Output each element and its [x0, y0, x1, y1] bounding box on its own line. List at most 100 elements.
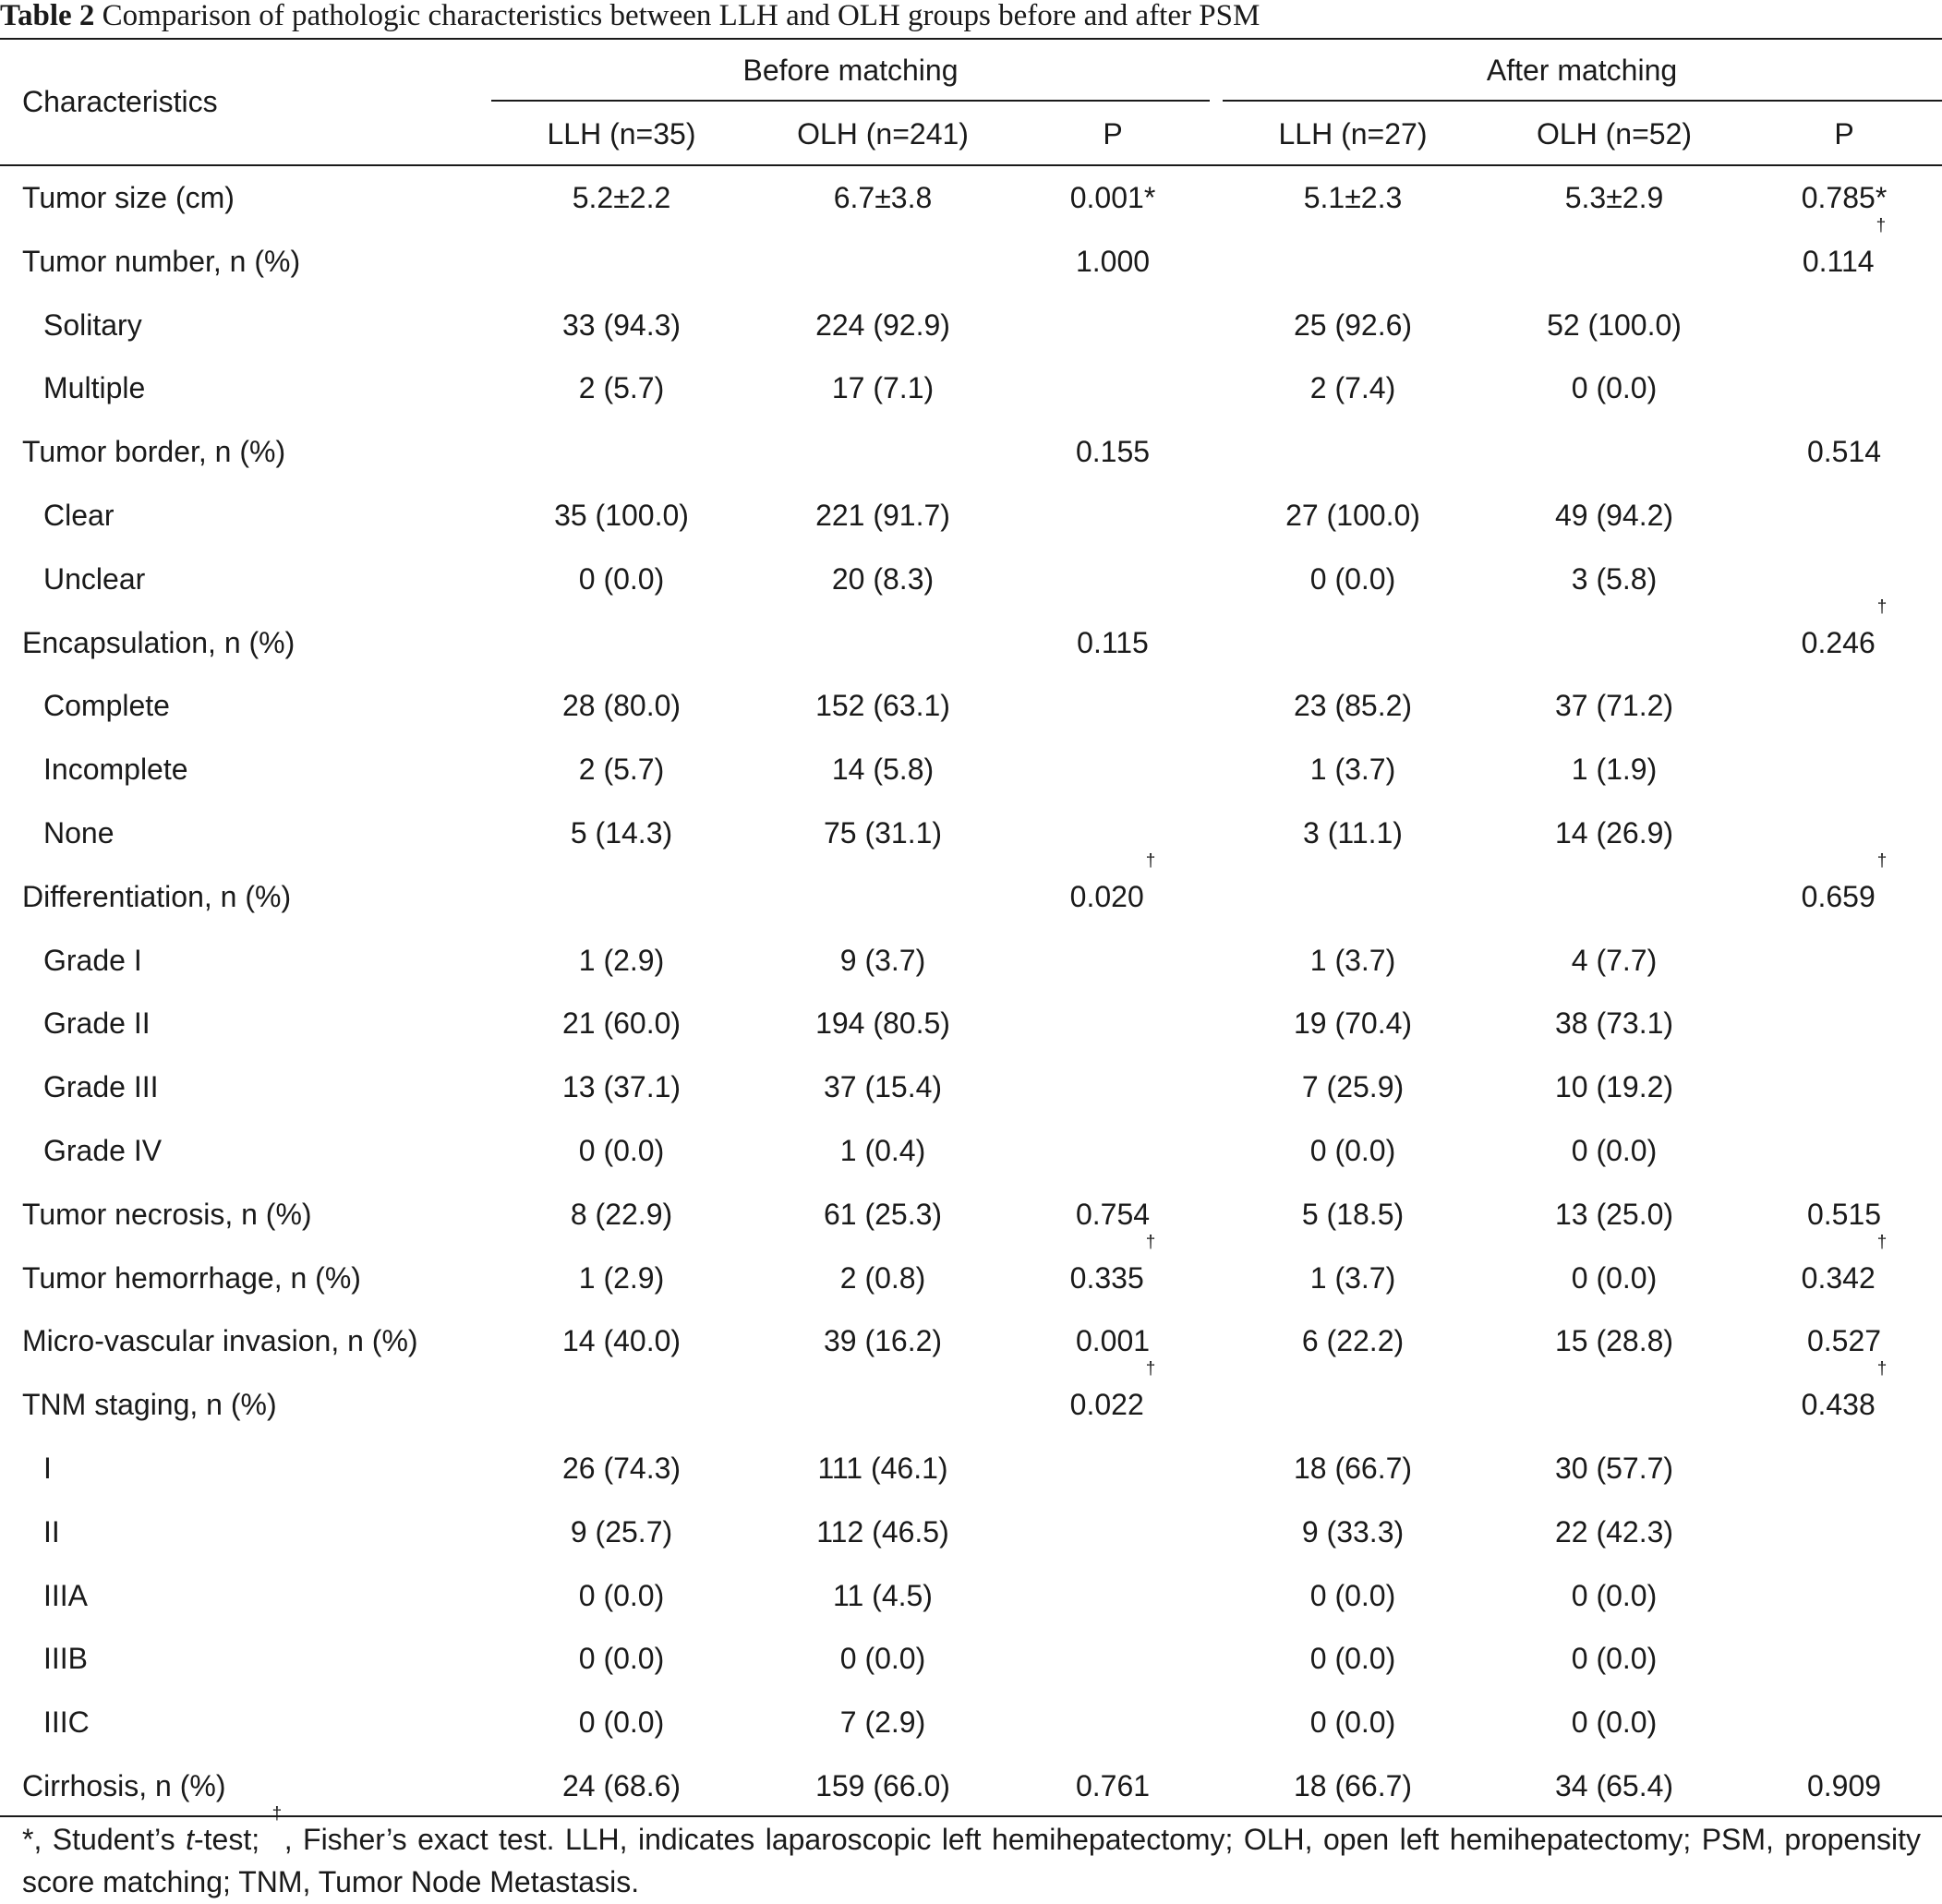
dagger-mark: †: [1876, 1359, 1888, 1380]
cell-before-olh-value: 224 (92.9): [815, 307, 950, 342]
cell-before-olh-value: 112 (46.5): [816, 1514, 949, 1549]
cell-before-llh-value: 26 (74.3): [561, 1452, 682, 1485]
cell-after-olh-value: 13 (25.0): [1554, 1197, 1674, 1231]
row-label: Tumor size (cm): [22, 181, 235, 214]
row-label: Clear: [43, 499, 115, 532]
cell-after-llh-value: 5 (18.5): [1301, 1197, 1405, 1231]
row-label: II: [43, 1514, 60, 1549]
header-col-after-llh: LLH (n=27): [1278, 117, 1428, 151]
cell-after-llh: 19 (70.4): [1294, 992, 1412, 1055]
dagger-mark: †: [1145, 1232, 1156, 1252]
row-label: Incomplete: [43, 753, 188, 787]
footnote-italic: t: [186, 1823, 194, 1856]
cell-before-llh-value: 5.2±2.2: [572, 181, 671, 214]
cell-before-p: 0.020†: [1070, 852, 1156, 929]
cell-after-p-value: 0.438: [1801, 1388, 1876, 1422]
row-label: Cirrhosis, n (%): [22, 1769, 226, 1802]
cell-after-olh: 1 (1.9): [1572, 738, 1657, 801]
header-col-before-p: P: [1103, 117, 1123, 151]
cell-after-p: 0.514: [1807, 420, 1881, 484]
cell-before-llh: 35 (100.0): [554, 484, 689, 548]
cell-after-olh: 0 (0.0): [1572, 356, 1657, 420]
cell-before-llh-value: 0 (0.0): [578, 1134, 665, 1167]
cell-before-p: 1.000: [1076, 230, 1150, 294]
cell-after-llh-value: 23 (85.2): [1293, 689, 1413, 723]
cell-before-olh: 75 (31.1): [824, 801, 942, 865]
cell-after-llh-value: 18 (66.7): [1293, 1452, 1413, 1485]
cell-before-p-value: 0.115: [1077, 625, 1149, 659]
cell-before-olh: 9 (3.7): [840, 929, 925, 993]
cell-after-llh-value: 0 (0.0): [1309, 1134, 1396, 1167]
cell-after-llh-value: 0 (0.0): [1309, 1642, 1396, 1676]
cell-after-p: 0.342†: [1802, 1234, 1888, 1310]
cell-before-p-value: 0.335: [1069, 1260, 1144, 1295]
cell-after-p: 0.659†: [1801, 852, 1888, 929]
cell-before-olh: 221 (91.7): [815, 484, 950, 548]
cell-after-llh-value: 7 (25.9): [1301, 1070, 1405, 1104]
row-label: IIIC: [43, 1705, 90, 1740]
table-bottom-rule: [0, 1815, 1942, 1817]
cell-before-olh: 7 (2.9): [840, 1691, 925, 1754]
cell-after-olh: 38 (73.1): [1555, 992, 1673, 1055]
cell-before-olh-value: 2 (0.8): [839, 1260, 926, 1295]
cell-after-olh: 22 (42.3): [1555, 1500, 1673, 1564]
cell-after-llh: 1 (3.7): [1310, 929, 1395, 993]
cell-after-olh: 5.3±2.9: [1565, 166, 1664, 230]
cell-before-olh-value: 6.7±3.8: [833, 181, 933, 214]
cell-after-llh-value: 0 (0.0): [1309, 1705, 1396, 1740]
cell-before-p-value: 0.001*: [1069, 181, 1156, 214]
row-label: Grade III: [43, 1070, 159, 1104]
cell-before-olh-value: 7 (2.9): [839, 1705, 926, 1740]
cell-before-llh: 33 (94.3): [562, 294, 681, 357]
cell-before-llh: 1 (2.9): [579, 929, 664, 993]
cell-before-p-value: 0.001: [1075, 1324, 1151, 1358]
cell-before-llh-value: 1 (2.9): [578, 1260, 665, 1295]
cell-before-olh-value: 1 (0.4): [839, 1134, 926, 1167]
row-label: IIIA: [43, 1578, 89, 1612]
header-col-after-p: P: [1834, 117, 1854, 151]
cell-before-llh-value: 28 (80.0): [561, 689, 682, 723]
cell-before-llh-value: 5 (14.3): [570, 816, 673, 850]
header-col-before-olh: OLH (n=241): [797, 117, 969, 151]
cell-after-p: 0.785*: [1802, 166, 1888, 230]
cell-after-llh: 0 (0.0): [1310, 1627, 1395, 1691]
cell-after-llh-value: 1 (3.7): [1309, 943, 1396, 977]
cell-after-p: 0.246†: [1802, 598, 1888, 675]
cell-after-llh: 18 (66.7): [1294, 1754, 1412, 1818]
cell-after-p-value: 0.659: [1801, 879, 1876, 913]
cell-after-olh: 30 (57.7): [1555, 1437, 1673, 1500]
dagger-mark: †: [1145, 850, 1156, 871]
cell-after-llh-value: 5.1±2.3: [1303, 181, 1403, 214]
cell-before-olh-value: 20 (8.3): [831, 561, 935, 596]
row-label: Differentiation, n (%): [22, 879, 292, 913]
cell-before-olh: 152 (63.1): [815, 674, 950, 738]
cell-after-llh-value: 6 (22.2): [1301, 1324, 1405, 1358]
cell-after-llh-value: 0 (0.0): [1309, 1578, 1396, 1612]
cell-before-olh: 37 (15.4): [824, 1055, 942, 1119]
table-caption: Table 2 Comparison of pathologic charact…: [0, 0, 1942, 37]
cell-after-llh: 9 (33.3): [1302, 1500, 1404, 1564]
cell-before-llh-value: 21 (60.0): [561, 1006, 682, 1041]
cell-before-olh-value: 75 (31.1): [823, 816, 943, 850]
cell-before-llh-value: 9 (25.7): [570, 1514, 673, 1549]
cell-after-p-value: 0.785*: [1801, 181, 1888, 214]
cell-after-llh-value: 18 (66.7): [1293, 1769, 1413, 1802]
cell-before-llh: 1 (2.9): [579, 1247, 664, 1310]
cell-after-p-value: 0.909: [1806, 1769, 1882, 1802]
cell-before-llh-value: 8 (22.9): [570, 1197, 673, 1231]
cell-before-llh: 0 (0.0): [579, 548, 664, 611]
cell-before-p: 0.335†: [1069, 1234, 1156, 1310]
cell-after-olh: 37 (71.2): [1555, 674, 1673, 738]
cell-before-p-value: 0.754: [1075, 1197, 1151, 1231]
cell-after-llh-value: 1 (3.7): [1309, 1260, 1396, 1295]
cell-after-olh-value: 10 (19.2): [1554, 1070, 1674, 1104]
cell-before-p-value: 0.155: [1075, 435, 1151, 469]
cell-after-p: 0.515: [1807, 1183, 1881, 1247]
cell-after-p-value: 0.514: [1806, 435, 1882, 469]
cell-after-olh-value: 0 (0.0): [1571, 1260, 1658, 1295]
cell-after-p: 0.438†: [1801, 1360, 1888, 1437]
footnote-part1: *, Student’s: [22, 1823, 187, 1856]
cell-before-olh: 11 (4.5): [833, 1564, 933, 1628]
row-label: Tumor border, n (%): [22, 435, 286, 469]
cell-before-olh: 61 (25.3): [824, 1183, 942, 1247]
